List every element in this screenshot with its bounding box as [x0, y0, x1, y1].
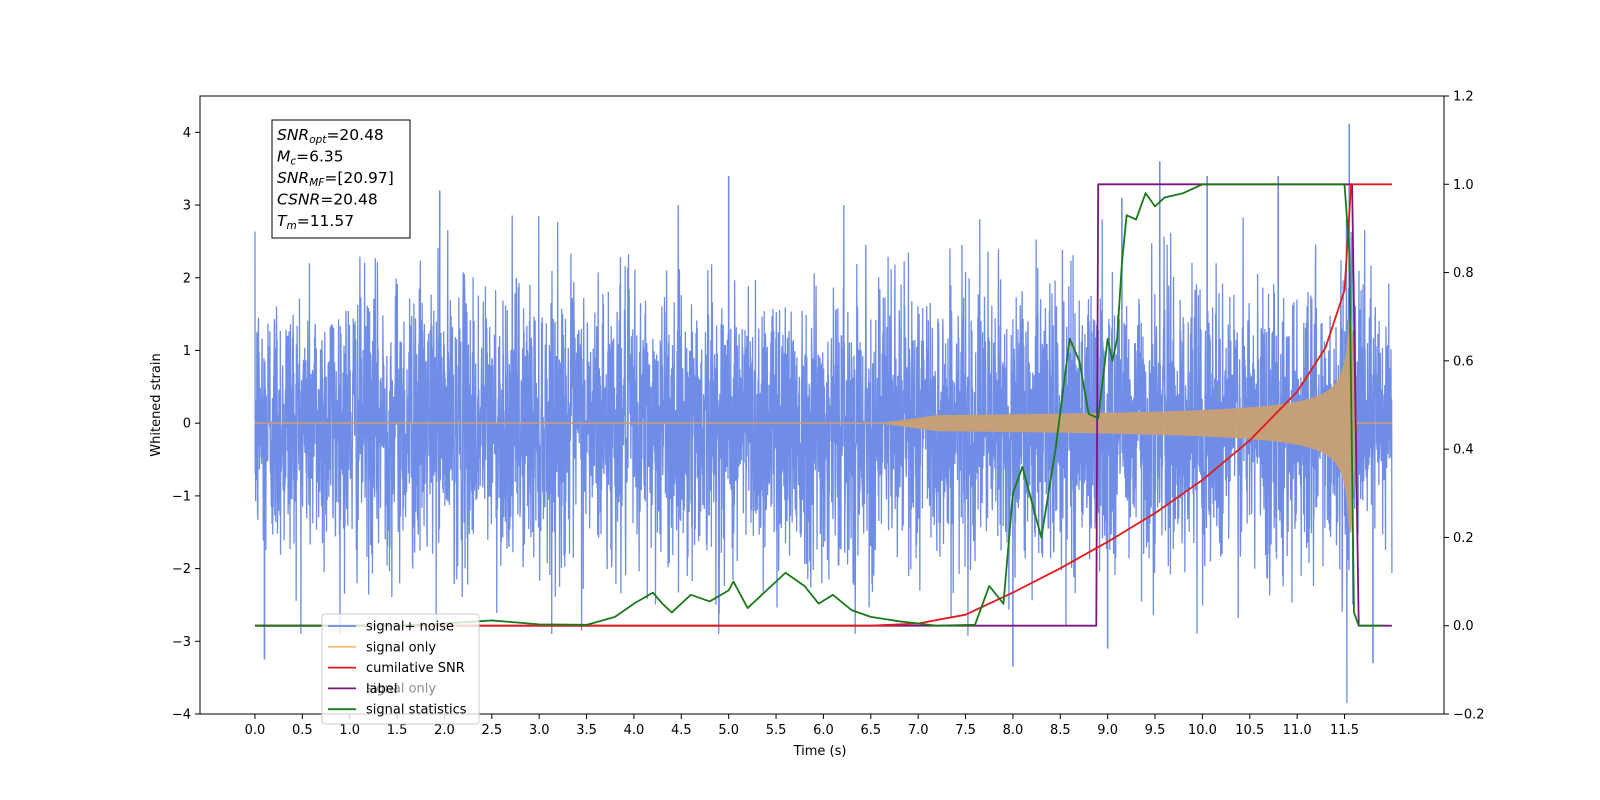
- y2-tick-label: 1.2: [1453, 90, 1474, 105]
- chirp-series-layer: [254, 313, 1392, 533]
- annotation-value: =20.48: [320, 191, 377, 209]
- x-tick-label: 2.0: [434, 723, 455, 738]
- x-tick-label: 9.5: [1145, 723, 1166, 738]
- annotation-symbol: CSNR: [277, 191, 320, 209]
- x-tick-label: 8.0: [1003, 723, 1024, 738]
- annotation-value: =[20.97]: [324, 169, 393, 187]
- x-axis-label: Time (s): [793, 744, 847, 759]
- x-tick-label: 4.0: [624, 723, 645, 738]
- y2-tick-label: 0.4: [1453, 443, 1474, 458]
- x-tick-label: 9.0: [1097, 723, 1118, 738]
- y2-tick-label: −0.2: [1453, 708, 1485, 723]
- x-tick-label: 7.5: [955, 723, 976, 738]
- legend: signal only signal+ noise signal only cumil…: [321, 613, 480, 725]
- annotation-line: Mc=6.35: [277, 148, 344, 168]
- legend-label: signal statistics: [366, 703, 467, 718]
- legend-label: signal only: [366, 640, 436, 655]
- x-axis: 0.0 0.5 1.0 1.5 2.0 2.5 3.0 3.5 4.0 4.5 5.0 5.5 6.0 6…: [245, 714, 1359, 738]
- x-tick-label: 5.0: [718, 723, 739, 738]
- annotation-subscript: MF: [309, 177, 325, 189]
- legend-ghost-text: signal only: [366, 682, 436, 697]
- x-tick-label: 10.5: [1235, 723, 1264, 738]
- cumulative-snr-line: [254, 183, 1392, 627]
- legend-label: cumilative SNR: [366, 661, 465, 676]
- x-tick-label: 1.0: [339, 723, 360, 738]
- y2-tick-label: 0.8: [1453, 266, 1474, 281]
- x-tick-label: 0.0: [245, 723, 266, 738]
- y2-tick-label: 0.6: [1453, 354, 1474, 369]
- annotation-line: CSNR=20.48: [277, 191, 378, 209]
- annotation-subscript: opt: [309, 134, 327, 146]
- annotation-value: =20.48: [326, 126, 383, 144]
- x-tick-label: 10.0: [1188, 723, 1217, 738]
- legend-label: label: [366, 682, 397, 697]
- x-tick-label: 6.0: [813, 723, 834, 738]
- y-tick-label: 0: [183, 417, 191, 432]
- legend-frame: [321, 613, 480, 725]
- annotation-value: =6.35: [296, 148, 344, 166]
- annotation-subscript: m: [286, 220, 296, 232]
- plot-frame: [199, 95, 1445, 715]
- stats-annotation-box: SNRopt=20.48Mc=6.35SNRMF=[20.97]CSNR=20.…: [271, 119, 411, 239]
- annotation-line: SNRMF=[20.97]: [277, 169, 394, 189]
- signal-statistics-line: [254, 183, 1383, 627]
- x-tick-label: 5.5: [766, 723, 787, 738]
- y-tick-label: −1: [172, 489, 191, 504]
- y-tick-label: 2: [183, 271, 191, 286]
- x-tick-label: 8.5: [1050, 723, 1071, 738]
- x-tick-label: 1.5: [387, 723, 408, 738]
- y-axis-right: −0.2 0.0 0.2 0.4 0.6 0.8 1.0 1.2: [1444, 90, 1485, 723]
- y-tick-label: 1: [183, 344, 191, 359]
- x-tick-label: 7.0: [908, 723, 929, 738]
- y-axis-left: −4 −3 −2 −1 0 1 2 3 4: [172, 126, 200, 723]
- x-tick-label: 11.5: [1330, 723, 1359, 738]
- annotation-frame: [271, 119, 411, 239]
- x-tick-label: 3.0: [529, 723, 550, 738]
- y-axis-label: Whitened strain: [149, 353, 164, 456]
- signal-noise-line: [254, 205, 1393, 704]
- annotation-line: Tm=11.57: [277, 212, 354, 232]
- x-tick-label: 0.5: [292, 723, 313, 738]
- y-tick-label: 4: [183, 126, 191, 141]
- annotation-value: =11.57: [297, 212, 354, 230]
- annotation-symbol: M: [277, 148, 290, 166]
- x-tick-label: 11.0: [1283, 723, 1312, 738]
- annotation-symbol: T: [277, 212, 288, 230]
- y-tick-label: −3: [172, 635, 191, 650]
- x-tick-label: 6.5: [860, 723, 881, 738]
- y-tick-label: 3: [183, 199, 191, 214]
- y-tick-label: −2: [172, 562, 191, 577]
- annotation-line: SNRopt=20.48: [277, 126, 384, 146]
- y2-tick-label: 0.2: [1453, 531, 1474, 546]
- x-tick-label: 2.5: [481, 723, 502, 738]
- annotation-symbol: SNR: [277, 169, 309, 187]
- x-tick-label: 3.5: [576, 723, 597, 738]
- y2-tick-label: 0.0: [1453, 619, 1474, 634]
- right-axis-series-layer: [254, 183, 1392, 627]
- annotation-subscript: c: [290, 156, 296, 168]
- y-tick-label: −4: [172, 708, 191, 723]
- x-tick-label: 4.5: [671, 723, 692, 738]
- y2-tick-label: 1.0: [1453, 178, 1474, 193]
- annotation-symbol: SNR: [277, 126, 309, 144]
- legend-label: signal+ noise: [366, 620, 454, 635]
- signal-only-chirp: [880, 313, 1358, 533]
